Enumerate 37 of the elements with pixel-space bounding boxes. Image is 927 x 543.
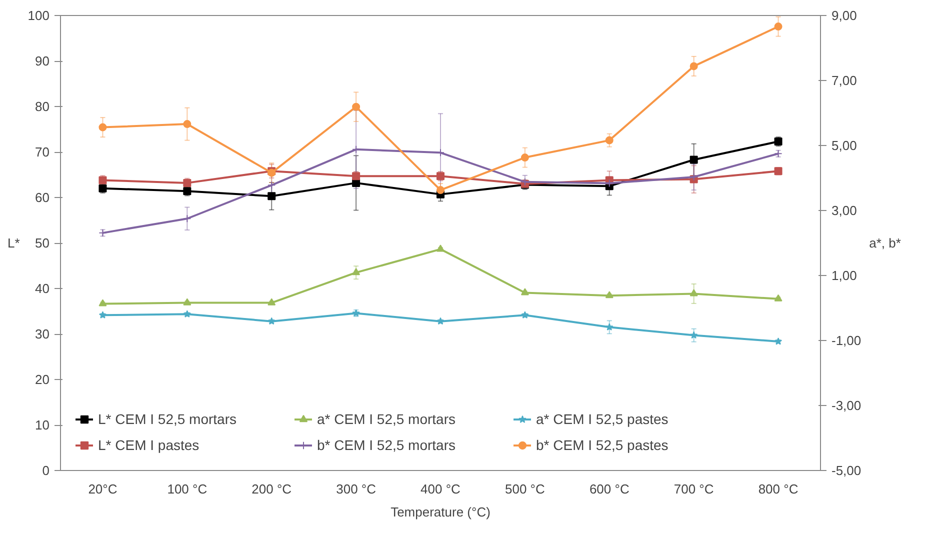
x-tick-label: 300 °C (336, 482, 376, 496)
y2-tick-label: -5,00 (832, 463, 862, 478)
x-tick-label: 600 °C (589, 482, 630, 496)
legend-label: b* CEM I 52,5 mortars (317, 437, 456, 453)
y2-tick-label: 3,00 (832, 203, 857, 218)
x-tick-label: 800 °C (758, 482, 798, 496)
y2-tick-label: 7,00 (832, 73, 857, 88)
y2-tick-label: -1,00 (832, 333, 862, 348)
y2-tick-label: 9,00 (832, 8, 857, 23)
y-tick-label: 50 (35, 236, 50, 250)
y-tick-label: 10 (35, 418, 50, 432)
y-tick-label: 80 (35, 99, 50, 114)
legend-label: L* CEM I 52,5 mortars (98, 411, 238, 427)
legend-label: a* CEM I 52,5 mortars (317, 411, 456, 427)
legend-label: L* CEM I pastes (98, 437, 200, 453)
y2-tick-label: 1,00 (832, 268, 857, 283)
x-tick-label: 20°C (88, 482, 118, 496)
y-tick-label: 30 (35, 326, 50, 342)
legend-label: a* CEM I 52,5 pastes (536, 411, 670, 427)
x-tick-label: 400 °C (420, 482, 460, 496)
x-tick-label: 500 °C (505, 482, 545, 496)
y-tick-label: 40 (35, 281, 50, 296)
y-tick-label: 20 (35, 372, 50, 387)
y-axis-title: L* (8, 236, 20, 250)
y-tick-label: 70 (35, 144, 50, 160)
legend-label: b* CEM I 52,5 pastes (536, 437, 670, 453)
x-tick-label: 200 °C (252, 482, 292, 496)
y-tick-label: 100 (28, 8, 50, 23)
y2-tick-label: 5,00 (832, 138, 857, 153)
y-tick-label: 0 (42, 463, 50, 478)
y-tick-label: 90 (35, 54, 50, 68)
y2-axis-title: a*, b* (869, 236, 901, 250)
x-tick-label: 100 °C (167, 482, 208, 496)
x-tick-label: 700 °C (674, 482, 714, 496)
y2-tick-label: -3,00 (832, 398, 862, 413)
x-axis-title: Temperature (°C) (390, 504, 490, 520)
y-tick-label: 60 (35, 190, 50, 205)
